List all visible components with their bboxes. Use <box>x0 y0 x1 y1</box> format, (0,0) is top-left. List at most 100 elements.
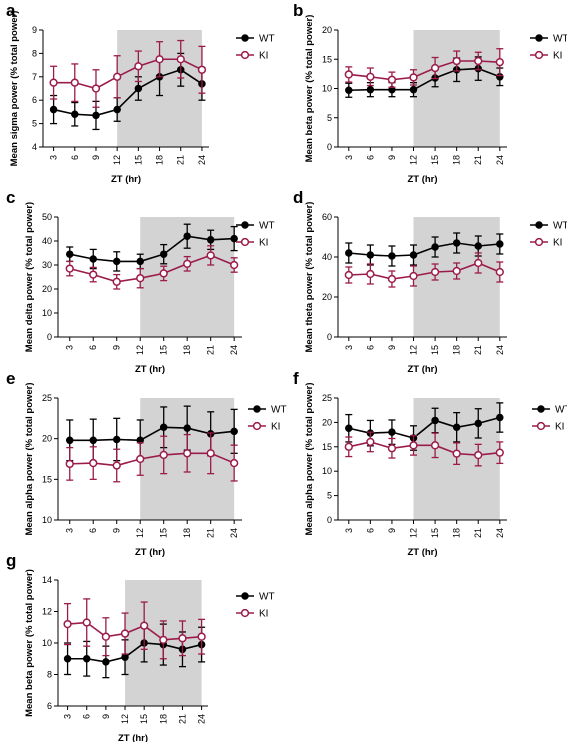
panel-c-x-tick-label: 9 <box>112 345 122 350</box>
panel-d-x-tick-label: 24 <box>495 345 505 355</box>
panel-f-ki-point <box>366 437 375 447</box>
panel-f-x-tick-label: 6 <box>365 528 375 533</box>
panel-c-wt-point <box>112 257 121 266</box>
panel-g-legend-ki-label: KI <box>259 609 268 620</box>
panel-b-y-tick-label: 20 <box>322 25 332 35</box>
panel-b-ki-point <box>452 56 461 66</box>
panel-d-legend-ki-marker <box>534 237 544 247</box>
panel-a-x-tick-label: 6 <box>70 155 80 160</box>
panel-f-y-tick-label: 0 <box>327 515 332 525</box>
panel-b-letter: b <box>293 1 303 20</box>
panel-f-y-tick-label: 5 <box>327 491 332 501</box>
panel-a-x-tick-label: 9 <box>91 155 101 160</box>
panel-a-ki-point <box>70 78 79 87</box>
panel-b-series-ki <box>344 48 504 88</box>
panel-g-wt-point <box>121 653 129 661</box>
panel-a-x-axis-label: ZT (hr) <box>111 174 141 185</box>
panel-a-ki-point <box>155 55 164 64</box>
panel-c-y-tick-label: 20 <box>42 284 52 294</box>
panel-a-y-tick-label: 9 <box>32 25 37 35</box>
panel-d-wt-point <box>388 252 396 260</box>
panel-f-legend-ki-label: KI <box>555 422 564 433</box>
panel-b-x-axis-label: ZT (hr) <box>407 174 437 185</box>
panel-g-x-tick-label: 21 <box>177 714 187 724</box>
panel-a-x-tick-label: 21 <box>176 155 186 165</box>
panel-b-x-tick-label: 24 <box>495 155 505 165</box>
panel-f-x-tick-label: 9 <box>387 528 397 533</box>
panel-f-legend-ki: KI <box>532 422 564 433</box>
panel-c-ki-point <box>89 270 98 279</box>
panel-e-x-tick-label: 3 <box>65 528 75 533</box>
panel-a-legend-wt: WT <box>236 34 275 45</box>
panel-b-ki-point <box>366 72 375 81</box>
panel-a-ki-point <box>113 72 122 81</box>
panel-g-x-tick-label: 3 <box>63 714 73 719</box>
panel-g-wt-point <box>82 655 91 663</box>
panel-a-legend-wt-marker <box>241 34 249 42</box>
panel-d-letter: d <box>293 188 303 207</box>
panel-c-wt-point <box>206 236 215 244</box>
panel-f-wt-point <box>388 428 396 436</box>
panel-f-y-tick-label: 20 <box>322 417 332 427</box>
panel-f-legend-ki-marker <box>536 421 546 431</box>
panel-d-x-tick-label: 18 <box>452 345 462 355</box>
panel-e-ki-point <box>183 449 192 458</box>
panel-e-legend-ki-label: KI <box>271 422 280 433</box>
panel-e-x-axis-label: ZT (hr) <box>135 547 165 558</box>
panel-d-series-ki <box>344 252 504 288</box>
panel-d-y-tick-label: 60 <box>322 212 332 222</box>
panel-b-ki-point <box>344 70 353 79</box>
panel-f-y-tick-label: 25 <box>322 393 332 403</box>
panel-b-x-tick-label: 12 <box>409 155 419 165</box>
panel-c-y-tick-label: 0 <box>47 332 52 342</box>
panel-a-x-tick-label: 12 <box>112 155 122 165</box>
panel-g-y-tick-label: 12 <box>42 607 52 617</box>
panel-f-wt-point <box>452 423 461 432</box>
panel-d-wt-point <box>452 239 461 247</box>
panel-a-legend-ki: KI <box>236 51 268 62</box>
panel-a-wt-point <box>92 111 100 120</box>
panel-c-y-tick-label: 30 <box>42 260 52 270</box>
panel-g-x-tick-label: 24 <box>197 714 207 724</box>
panel-d-wt-point <box>409 251 418 259</box>
panel-c-wt-point <box>65 250 74 258</box>
panel-a-chart: 4 5 6 7 8 9 3 6 9 12 15 18 21 24 ZT (hr) Mean sigma pow… <box>6 1 275 185</box>
panel-d-y-tick-label: 40 <box>322 252 332 262</box>
panel-f-y-tick-label: 15 <box>322 442 332 452</box>
panel-e-wt-point <box>183 424 191 432</box>
panel-f-x-tick-label: 24 <box>495 528 505 538</box>
panel-c-y-tick-label: 50 <box>42 212 52 222</box>
panel-g-wt-point <box>63 655 72 663</box>
panel-d-y-axis-label: Mean theta power (% total power) <box>304 202 315 353</box>
panel-e-chart: 10 15 20 25 3 6 9 12 15 18 21 24 ZT (hr) Mean alpha p… <box>6 369 287 558</box>
panel-d-ki-point <box>387 274 397 284</box>
panel-g-y-tick-label: 6 <box>47 701 52 711</box>
panel-e-legend-wt-label: WT <box>271 405 287 416</box>
panel-c-ki-point <box>136 274 145 283</box>
panel-f-ki-point <box>430 441 440 450</box>
panel-c-ki-point <box>183 259 192 268</box>
panel-c-x-tick-label: 24 <box>229 345 239 355</box>
panel-f-wt-point <box>345 424 353 433</box>
panel-a-y-axis-label: Mean sigma power (% total power) <box>9 11 20 167</box>
panel-c-series-ki <box>65 245 239 290</box>
panel-d-wt-point <box>496 240 504 248</box>
panel-e-y-axis-label: Mean alpha power (% total power) <box>24 382 35 535</box>
panel-c-legend-ki-label: KI <box>259 238 268 249</box>
panel-c-wt-point <box>230 234 238 243</box>
panel-g-letter: g <box>6 551 16 570</box>
panel-c-wt-point <box>89 255 97 263</box>
panel-c-x-tick-label: 18 <box>182 345 192 355</box>
panel-b-legend-wt-label: WT <box>553 34 567 45</box>
panel-b-ki-point <box>409 73 418 82</box>
panel-a-letter: a <box>6 1 16 20</box>
panel-c-x-tick-label: 12 <box>135 345 145 355</box>
panel-c-x-tick-label: 6 <box>88 345 98 350</box>
panel-e-y-tick-label: 10 <box>42 515 52 525</box>
panel-a-y-tick-label: 8 <box>32 48 37 58</box>
panel-b-x-tick-label: 3 <box>344 155 354 160</box>
panel-e-legend-wt: WT <box>248 405 287 416</box>
panel-d-series-wt <box>345 232 504 267</box>
panel-a-ki-point <box>197 65 207 74</box>
panel-g-x-tick-label: 18 <box>158 714 168 724</box>
